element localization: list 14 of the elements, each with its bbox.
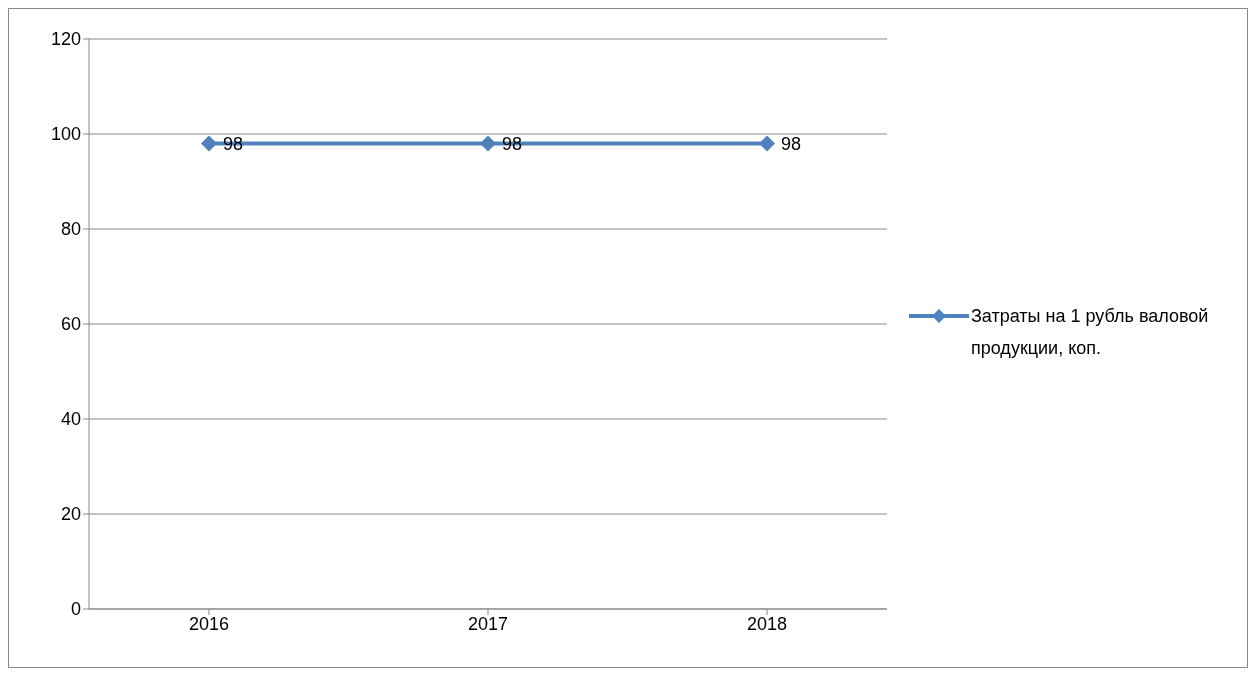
data-label: 98 bbox=[223, 133, 244, 154]
legend-label: Затраты на 1 рубль валовой продукции, коп. bbox=[971, 305, 1210, 360]
y-tick-label: 40 bbox=[60, 409, 81, 430]
y-tick-label: 100 bbox=[50, 124, 81, 145]
y-tick-label: 60 bbox=[60, 314, 81, 335]
x-tick-label: 2016 bbox=[188, 613, 230, 634]
y-tick-label: 80 bbox=[60, 219, 81, 240]
y-tick-label: 0 bbox=[70, 599, 81, 620]
y-tick-label: 20 bbox=[60, 504, 81, 525]
x-tick-label: 2018 bbox=[746, 613, 788, 634]
data-label: 98 bbox=[781, 133, 802, 154]
data-label: 98 bbox=[502, 133, 523, 154]
x-tick-label: 2017 bbox=[467, 613, 509, 634]
y-tick-label: 120 bbox=[50, 29, 81, 50]
